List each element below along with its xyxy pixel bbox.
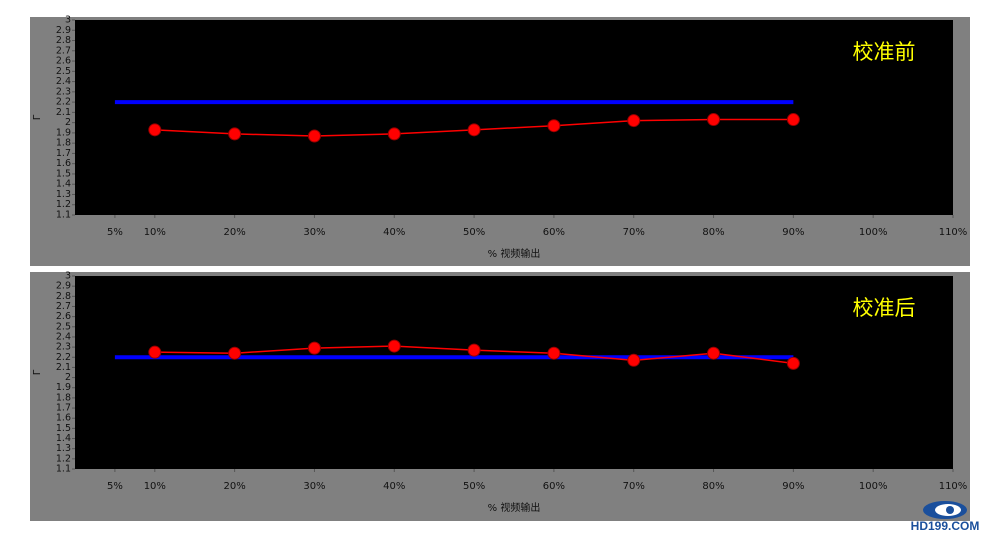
x-tick-label: 60% (543, 481, 565, 492)
y-tick-label: 2.3 (56, 342, 71, 353)
plot-area (75, 20, 953, 215)
y-tick-label: 2.5 (56, 66, 71, 77)
y-tick-label: 1.3 (56, 189, 71, 200)
y-tick-label: 1.4 (56, 433, 71, 444)
y-tick-label: 2.8 (56, 291, 71, 302)
y-tick-label: 2.7 (56, 301, 71, 312)
y-tick-label: 2.9 (56, 281, 71, 292)
x-tick-label: 30% (303, 227, 325, 238)
y-tick-label: 1.8 (56, 138, 71, 149)
y-tick-label: 2.6 (56, 311, 71, 322)
y-tick-label: 2.2 (56, 97, 71, 108)
x-tick-label: 110% (939, 481, 968, 492)
x-tick-label: 70% (623, 481, 645, 492)
x-tick-label: 80% (702, 481, 724, 492)
x-tick-label: 90% (782, 227, 804, 238)
x-tick-label: 40% (383, 481, 405, 492)
y-tick-label: 1.1 (56, 210, 71, 221)
y-tick-label: 1.4 (56, 179, 71, 190)
y-tick-label: 1.7 (56, 403, 71, 414)
data-point (307, 341, 321, 355)
data-point (307, 129, 321, 143)
y-tick-label: 1.6 (56, 158, 71, 169)
y-tick-label: 1.5 (56, 168, 71, 179)
y-tick-label: 1.9 (56, 127, 71, 138)
data-point (786, 356, 800, 370)
data-point (547, 346, 561, 360)
y-tick-label: 1.3 (56, 443, 71, 454)
x-tick-label: 5% (107, 227, 123, 238)
y-tick-label: 2.9 (56, 25, 71, 36)
chart: 1.11.21.31.41.51.61.71.81.922.12.22.32.4… (30, 271, 970, 521)
y-axis-label: Γ (32, 114, 43, 120)
x-tick-label: 70% (623, 227, 645, 238)
y-tick-label: 2.4 (56, 331, 71, 342)
y-tick-label: 1.2 (56, 199, 71, 210)
logo (923, 501, 967, 519)
y-tick-label: 2.5 (56, 321, 71, 332)
data-point (707, 113, 721, 127)
y-tick-label: 2 (65, 372, 71, 383)
logo-pupil (946, 506, 954, 514)
x-tick-label: 90% (782, 481, 804, 492)
y-tick-label: 1.8 (56, 392, 71, 403)
annotation: 校准后 (853, 296, 916, 320)
x-tick-label: 100% (859, 227, 888, 238)
x-tick-label: 10% (144, 481, 166, 492)
y-tick-label: 2.8 (56, 35, 71, 46)
data-point (627, 353, 641, 367)
y-tick-label: 2.1 (56, 107, 71, 118)
data-point (387, 339, 401, 353)
data-point (467, 343, 481, 357)
data-point (467, 123, 481, 137)
y-tick-label: 2.4 (56, 76, 71, 87)
x-tick-label: 5% (107, 481, 123, 492)
data-point (387, 127, 401, 141)
chart: 1.11.21.31.41.51.61.71.81.922.12.22.32.4… (30, 15, 970, 266)
y-tick-label: 1.6 (56, 413, 71, 424)
plot-area (75, 276, 953, 469)
watermark: HD199.COM (911, 519, 980, 533)
y-tick-label: 3 (65, 15, 71, 26)
x-tick-label: 10% (144, 227, 166, 238)
y-tick-label: 2.2 (56, 352, 71, 363)
y-tick-label: 2.6 (56, 56, 71, 67)
x-axis-label: % 视频输出 (488, 501, 541, 514)
x-axis-label: % 视频输出 (488, 247, 541, 260)
data-point (228, 127, 242, 141)
y-tick-label: 2 (65, 117, 71, 128)
y-tick-label: 2.3 (56, 86, 71, 97)
data-point (228, 346, 242, 360)
data-point (707, 346, 721, 360)
y-tick-label: 1.7 (56, 148, 71, 159)
x-tick-label: 80% (702, 227, 724, 238)
data-point (148, 345, 162, 359)
data-point (547, 119, 561, 133)
annotation: 校准前 (853, 40, 916, 64)
x-tick-label: 50% (463, 481, 485, 492)
y-tick-label: 1.9 (56, 382, 71, 393)
x-tick-label: 40% (383, 227, 405, 238)
x-tick-label: 60% (543, 227, 565, 238)
data-point (786, 113, 800, 127)
x-tick-label: 110% (939, 227, 968, 238)
x-tick-label: 30% (303, 481, 325, 492)
y-tick-label: 2.7 (56, 45, 71, 56)
x-tick-label: 20% (224, 227, 246, 238)
y-tick-label: 1.5 (56, 423, 71, 434)
y-tick-label: 3 (65, 271, 71, 282)
x-tick-label: 20% (224, 481, 246, 492)
data-point (148, 123, 162, 137)
data-point (627, 114, 641, 128)
y-tick-label: 1.1 (56, 464, 71, 475)
x-tick-label: 100% (859, 481, 888, 492)
x-tick-label: 50% (463, 227, 485, 238)
y-axis-label: Γ (32, 369, 43, 375)
y-tick-label: 2.1 (56, 362, 71, 373)
y-tick-label: 1.2 (56, 453, 71, 464)
